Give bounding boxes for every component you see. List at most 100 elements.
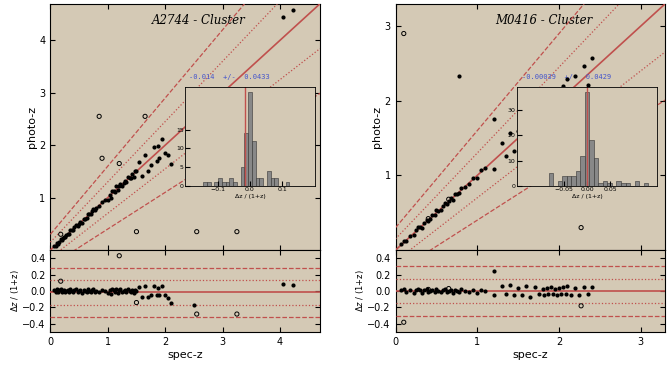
Point	[124, 288, 135, 294]
Point	[128, 174, 139, 180]
Point	[79, 287, 89, 293]
Point	[153, 285, 163, 291]
Y-axis label: photo-z: photo-z	[26, 106, 36, 148]
Point	[163, 152, 173, 158]
Point	[140, 283, 151, 289]
Point	[566, 98, 577, 104]
Point	[56, 237, 67, 243]
Point	[154, 155, 165, 161]
Point	[489, 117, 499, 123]
Point	[538, 286, 548, 292]
Point	[442, 201, 452, 207]
Point	[543, 114, 554, 120]
Point	[84, 288, 95, 294]
Point	[88, 206, 99, 212]
Point	[54, 239, 65, 245]
Point	[83, 211, 93, 217]
Point	[157, 135, 168, 141]
Point	[62, 287, 73, 293]
X-axis label: spec-z: spec-z	[167, 350, 203, 360]
Point	[415, 287, 425, 293]
Point	[454, 73, 465, 79]
Point	[425, 216, 435, 222]
Point	[75, 287, 85, 293]
Point	[431, 207, 442, 213]
Point	[69, 287, 80, 293]
Point	[570, 73, 581, 79]
Point	[74, 221, 85, 227]
Point	[110, 289, 120, 295]
Point	[578, 63, 589, 69]
Point	[421, 286, 432, 292]
Point	[120, 287, 130, 293]
Point	[562, 76, 573, 82]
Point	[427, 287, 437, 293]
Point	[50, 289, 61, 295]
Point	[576, 225, 587, 231]
Point	[165, 161, 176, 167]
Point	[423, 216, 433, 222]
Point	[411, 227, 421, 233]
Point	[126, 171, 137, 177]
Point	[421, 217, 432, 223]
Point	[163, 295, 173, 301]
Point	[505, 130, 515, 136]
Point	[91, 205, 101, 211]
Point	[192, 229, 202, 235]
Y-axis label: $\Delta z$ / (1+z): $\Delta z$ / (1+z)	[354, 270, 366, 313]
Point	[188, 302, 199, 308]
Point	[442, 289, 452, 295]
Point	[121, 289, 132, 295]
Point	[104, 287, 115, 293]
Point	[108, 287, 119, 293]
Point	[130, 287, 140, 293]
Point	[55, 237, 66, 242]
Point	[427, 213, 437, 218]
Point	[106, 195, 116, 201]
Point	[131, 288, 142, 294]
Point	[287, 282, 298, 288]
Point	[398, 31, 409, 37]
Point	[452, 191, 462, 197]
Point	[79, 215, 90, 221]
Point	[574, 292, 585, 298]
Point	[454, 217, 465, 223]
Point	[417, 290, 427, 296]
Point	[121, 179, 132, 185]
Point	[419, 287, 429, 293]
Point	[464, 289, 474, 295]
Point	[97, 155, 108, 161]
Point	[513, 285, 523, 291]
Point	[551, 111, 562, 117]
Point	[415, 224, 425, 230]
Point	[429, 289, 440, 295]
Point	[151, 292, 162, 298]
Point	[501, 292, 511, 297]
Point	[61, 288, 72, 294]
Point	[58, 234, 69, 240]
Point	[546, 284, 556, 290]
Point	[539, 292, 550, 298]
Point	[63, 289, 74, 295]
Point	[560, 101, 571, 107]
Point	[97, 199, 108, 205]
Point	[529, 284, 540, 290]
Point	[489, 268, 499, 273]
Point	[425, 288, 435, 294]
Point	[287, 7, 298, 13]
Point	[115, 181, 126, 187]
Point	[450, 191, 460, 197]
Point	[521, 116, 532, 122]
Point	[58, 288, 69, 294]
Point	[88, 286, 99, 292]
Point	[521, 283, 532, 289]
Point	[50, 243, 61, 249]
Point	[54, 287, 65, 293]
Point	[435, 289, 446, 295]
Point	[472, 175, 482, 181]
Point	[423, 286, 433, 292]
Point	[444, 196, 454, 202]
Point	[232, 229, 243, 235]
Point	[413, 286, 424, 292]
Point	[131, 168, 142, 174]
